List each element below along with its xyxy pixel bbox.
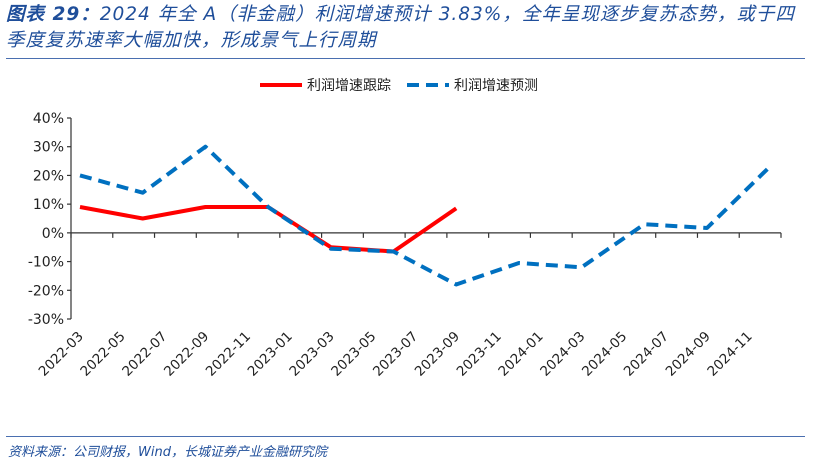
x-tick-label: 2024-09 [663, 329, 714, 380]
footer-divider [6, 436, 805, 437]
x-tick-label: 2022-03 [36, 329, 87, 380]
x-tick-label: 2022-09 [161, 329, 212, 380]
y-tick-label: 0% [42, 226, 64, 242]
figure-number: 图表 29： [6, 4, 100, 25]
y-tick-label: -20% [28, 283, 64, 299]
y-tick-label: 20% [33, 168, 64, 184]
series-line-tracking [79, 205, 458, 254]
x-tick-label: 2023-03 [286, 329, 337, 380]
x-tick-label: 2023-11 [454, 329, 505, 380]
legend-label-tracking: 利润增速跟踪 [307, 78, 391, 94]
x-tick-label: 2024-11 [704, 329, 755, 380]
legend-label-forecast: 利润增速预测 [454, 78, 538, 94]
x-tick-label: 2024-05 [579, 329, 630, 380]
source-note: 资料来源：公司财报，Wind，长城证券产业金融研究院 [8, 445, 327, 460]
line-chart: 40% 30% 20% 10% 0% -10% -20% -30%2022-032022-05… [28, 78, 782, 380]
y-tick-label: 10% [33, 197, 64, 213]
x-tick-label: 2022-11 [203, 329, 254, 380]
y-tick-label: 40% [33, 111, 64, 127]
series-line-forecast [79, 144, 772, 287]
y-tick-label: 30% [33, 140, 64, 156]
y-tick-label: -30% [28, 312, 64, 328]
chart-title: 图表 29：2024 年全 A（非金融）利润增速预计 3.83%，全年呈现逐步复… [6, 2, 811, 54]
x-tick-label: 2023-09 [412, 329, 463, 380]
x-tick-label: 2023-05 [328, 329, 379, 380]
x-tick-label: 2023-01 [245, 329, 296, 380]
y-tick-label: -10% [28, 255, 64, 271]
x-tick-label: 2024-07 [621, 329, 672, 380]
x-tick-label: 2022-07 [119, 329, 170, 380]
x-tick-label: 2023-07 [370, 329, 421, 380]
x-tick-label: 2024-01 [495, 329, 546, 380]
x-tick-label: 2024-03 [537, 329, 588, 380]
title-divider [6, 58, 805, 59]
title-text: 2024 年全 A（非金融）利润增速预计 3.83%，全年呈现逐步复苏态势，或于… [6, 4, 795, 51]
x-tick-label: 2022-05 [77, 329, 128, 380]
